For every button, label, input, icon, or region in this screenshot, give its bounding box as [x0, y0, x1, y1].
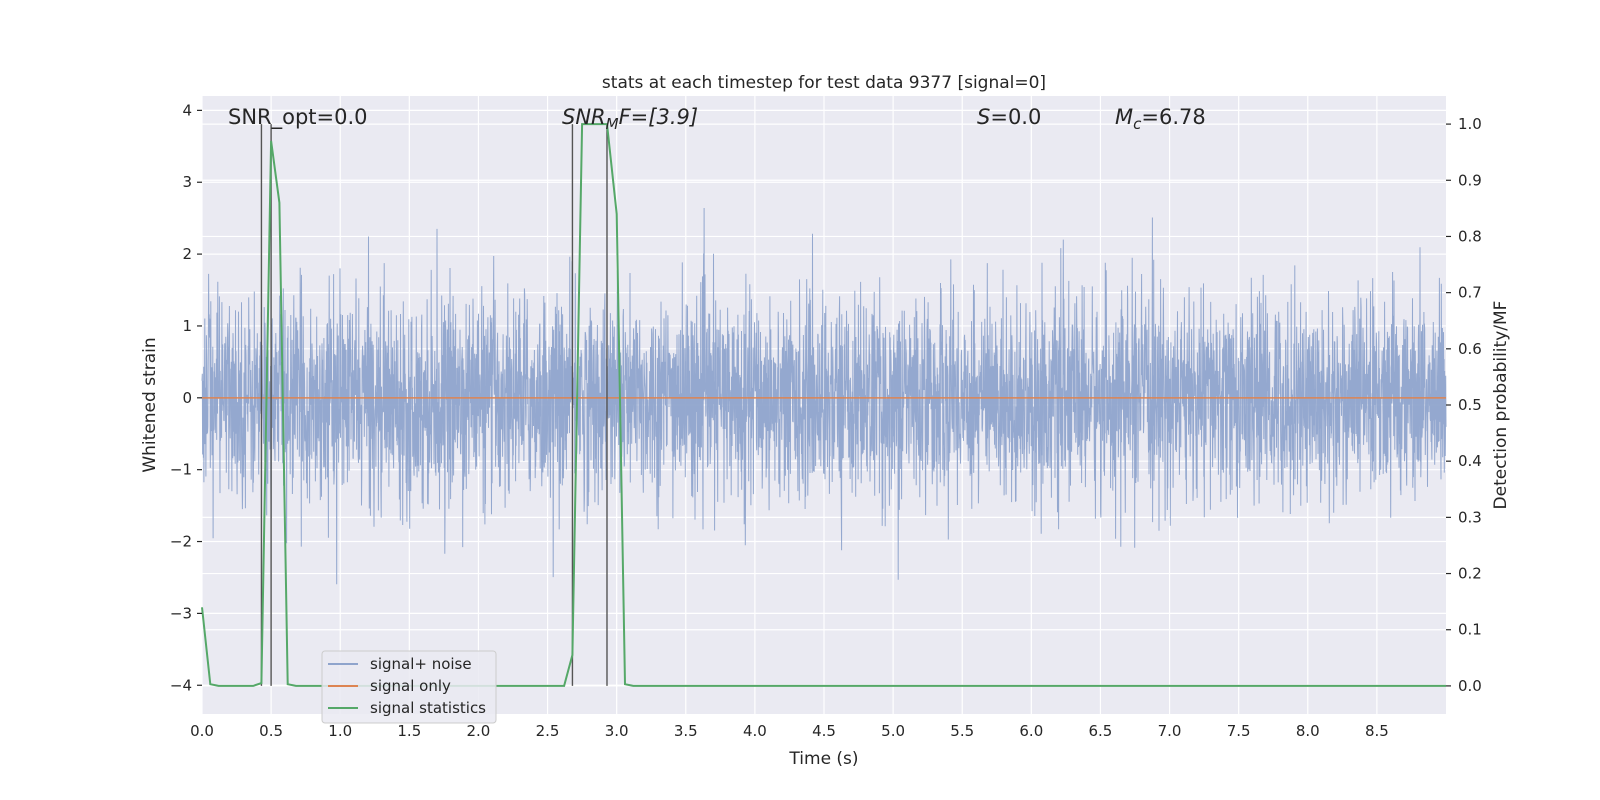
x-tick-label: 4.5 — [812, 722, 836, 740]
y-left-axis-ticks: −4 −3 −2 −1 0 1 2 3 4 — [170, 101, 202, 694]
annotation-snr-mf-sub: M — [606, 115, 619, 133]
x-tick-label: 6.5 — [1089, 722, 1113, 740]
signal-noise-path — [201, 207, 1447, 585]
legend: signal+ noise signal only signal statist… — [321, 650, 497, 724]
y-left-tick-label: −2 — [170, 533, 192, 551]
x-tick-label: 4.0 — [743, 722, 767, 740]
legend-label-signal-only: signal only — [370, 677, 451, 695]
legend-box — [321, 650, 497, 724]
legend-label-signal-noise: signal+ noise — [370, 655, 472, 673]
x-tick-label: 8.5 — [1365, 722, 1389, 740]
y-right-axis-label: Detection probability/MF — [1491, 301, 1511, 510]
y-left-tick-label: 2 — [182, 245, 192, 263]
y-right-tick-label: 0.1 — [1458, 621, 1482, 639]
x-tick-label: 0.0 — [190, 722, 214, 740]
annotation-snr-mf-prefix: SNR — [562, 105, 606, 129]
x-tick-label: 0.5 — [259, 722, 283, 740]
x-tick-label: 8.0 — [1296, 722, 1320, 740]
y-left-tick-label: 1 — [182, 317, 192, 335]
y-right-tick-label: 0.8 — [1458, 227, 1482, 245]
x-tick-label: 7.0 — [1158, 722, 1182, 740]
annotation-snr-opt: SNR_opt=0.0 — [228, 105, 368, 130]
signal-statistics-series — [201, 123, 1446, 687]
x-tick-label: 5.0 — [881, 722, 905, 740]
y-right-axis-ticks: 0.0 0.1 0.2 0.3 0.4 0.5 0.6 0.7 0.8 0.9 1.0 — [1446, 115, 1482, 695]
annotation-s: S=0.0 — [977, 105, 1041, 129]
y-right-tick-label: 0.2 — [1458, 565, 1482, 583]
y-left-tick-label: 3 — [182, 173, 192, 191]
y-right-tick-label: 0.5 — [1458, 396, 1482, 414]
y-left-tick-label: −3 — [170, 604, 192, 622]
legend-label-signal-statistics: signal statistics — [370, 699, 486, 717]
annotation-s-suffix: =0.0 — [990, 105, 1041, 129]
x-tick-label: 1.0 — [328, 722, 352, 740]
y-right-tick-label: 0.4 — [1458, 452, 1482, 470]
y-right-tick-label: 1.0 — [1458, 115, 1482, 133]
x-tick-label: 3.0 — [605, 722, 629, 740]
y-right-tick-label: 0.3 — [1458, 508, 1482, 526]
x-tick-label: 2.5 — [536, 722, 560, 740]
annotation-mc-sub: c — [1133, 115, 1142, 133]
annotation-mc: Mc=6.78 — [1115, 105, 1206, 133]
y-left-tick-label: −1 — [170, 461, 192, 479]
annotation-snr-mf: SNRMF=[3.9] — [562, 105, 698, 133]
x-tick-label: 5.5 — [950, 722, 974, 740]
vertical-markers — [260, 124, 608, 686]
y-left-tick-label: 0 — [182, 389, 192, 407]
signal-noise-series — [201, 207, 1447, 585]
x-axis-ticks: 0.0 0.5 1.0 1.5 2.0 2.5 3.0 3.5 4.0 4.5 5.0 5.5 6.0 6… — [190, 722, 1389, 740]
x-tick-label: 2.0 — [467, 722, 491, 740]
y-right-tick-label: 0.7 — [1458, 284, 1482, 302]
y-left-tick-label: 4 — [182, 101, 192, 119]
x-tick-label: 1.5 — [397, 722, 421, 740]
x-tick-label: 7.5 — [1227, 722, 1251, 740]
y-right-tick-label: 0.6 — [1458, 340, 1482, 358]
annotation-mc-prefix: M — [1115, 105, 1133, 129]
y-left-tick-label: −4 — [170, 676, 192, 694]
y-right-tick-label: 0.9 — [1458, 171, 1482, 189]
chart-title: stats at each timestep for test data 937… — [602, 73, 1046, 93]
y-left-axis-label: Whitened strain — [140, 337, 160, 472]
annotation-s-prefix: S — [977, 105, 990, 129]
x-tick-label: 6.0 — [1019, 722, 1043, 740]
x-axis-label: Time (s) — [788, 749, 858, 769]
annotation-snr-mf-suffix: F=[3.9] — [619, 105, 698, 129]
x-tick-label: 3.5 — [674, 722, 698, 740]
annotation-mc-suffix: =6.78 — [1141, 105, 1205, 129]
y-right-tick-label: 0.0 — [1458, 677, 1482, 695]
